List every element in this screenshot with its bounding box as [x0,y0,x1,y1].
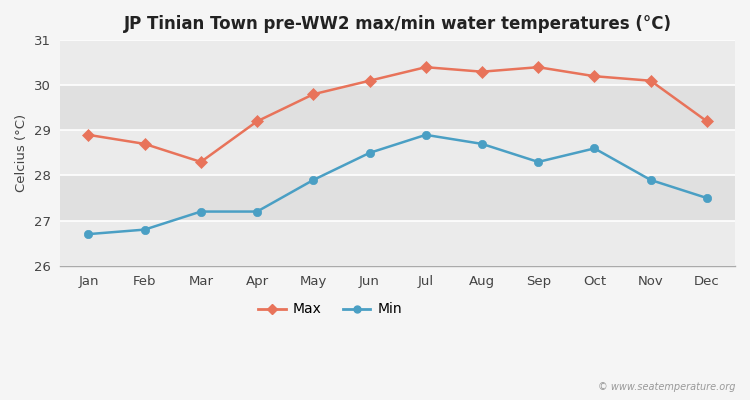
Bar [60,130,735,176]
Bar [60,220,735,266]
Bar [60,85,735,130]
Legend: Max, Min: Max, Min [253,297,407,322]
Title: JP Tinian Town pre-WW2 max/min water temperatures (°C): JP Tinian Town pre-WW2 max/min water tem… [124,15,672,33]
Y-axis label: Celcius (°C): Celcius (°C) [15,114,28,192]
Bar [60,40,735,85]
Text: © www.seatemperature.org: © www.seatemperature.org [598,382,735,392]
Bar [60,176,735,220]
